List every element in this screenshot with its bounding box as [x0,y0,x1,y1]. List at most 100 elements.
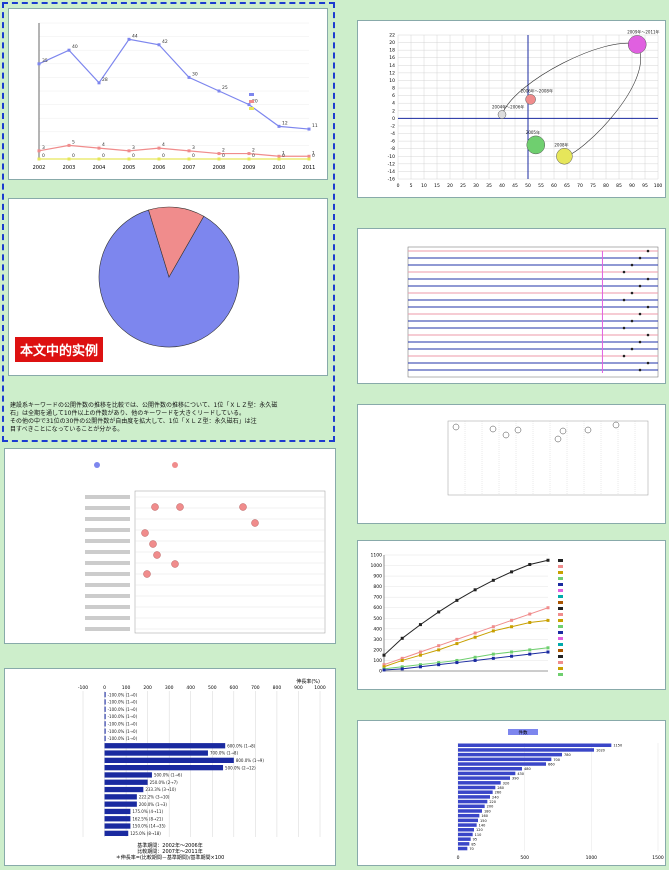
legend-swatch [249,93,254,96]
bar [104,721,106,727]
timeline-marker [646,333,650,337]
bubble-label: 2006年～2008年 [521,87,553,93]
line-chart-keyword: 2002 2003 2004 2005 2006 2007 2008 2009 2010 2011… [33,22,318,171]
data-point [37,149,41,153]
y-tick-label: 300 [373,637,382,643]
y-tick-label: 6 [392,93,395,99]
data-label: 25 [222,85,228,91]
legend-swatch [558,559,563,562]
data-label: 1 [312,150,315,156]
data-point [247,152,251,156]
data-point [418,623,422,627]
legend-swatch [558,637,563,640]
bar [104,743,226,749]
bar-label: -100.0% (1→0) [108,692,138,697]
data-point [277,157,281,161]
timeline-marker [646,249,650,253]
y-tick-label: 600 [373,605,382,611]
bar-label: 800.0% (1→9) [236,758,265,763]
bubble [141,529,149,537]
panel-ranking: 件数 0 500 1000 1500 1150 1020 780 700 660 480 430 390… [357,720,666,866]
data-label: 0 [162,153,165,159]
x-tick-label: 500 [208,685,217,691]
x-tick-label: 0 [457,855,460,861]
pie-slice [148,206,205,278]
legend-swatch [558,667,563,670]
x-tick-label: 800 [273,685,282,691]
timeline-marker [622,354,626,358]
x-tick-label: 95 [642,183,648,189]
scatter-matrix-chart [447,420,649,496]
scatter-point [452,423,460,431]
bar-label: 500.0% (1→6) [154,773,183,778]
y-tick-label: 500 [373,616,382,622]
data-point [437,644,441,648]
bar-label: 140 [479,824,486,828]
bar-label: 222.2% (3→10) [139,795,170,800]
x-tick-label: 55 [538,183,544,189]
bar-label: 70 [469,847,473,851]
bar-label: 160 [481,814,488,818]
bar [458,813,480,818]
y-tick-label: 20 [389,40,395,46]
note-line: 石」は全期を通して10件以上の件数があり、他のキーワードを大きくリードしている。 [10,410,246,417]
legend-swatch [558,583,563,586]
panel-bubble-matrix [4,448,336,644]
data-point [187,149,191,153]
x-tick-label: 2002 [33,165,46,171]
bar-label: 390 [512,777,519,781]
legend-swatch [558,589,563,592]
x-tick-label: 70 [577,183,583,189]
data-label: 3 [132,145,135,151]
data-point [67,157,71,161]
data-point [473,658,477,662]
bubble [526,135,546,155]
bubble [239,503,247,511]
bar [104,823,131,829]
legend-swatch [94,462,100,468]
data-label: 0 [252,153,255,159]
bar [104,713,106,720]
legend-swatch [558,673,563,676]
data-point [510,625,514,629]
x-tick-label: 2007 [183,165,196,171]
panel-scatter-matrix [357,404,666,524]
bar [104,801,137,807]
data-point [247,103,251,107]
data-point [157,157,161,161]
data-point [491,652,495,656]
series-line [383,607,549,666]
pie-slice [98,209,240,348]
bar [104,728,106,734]
data-point [510,654,514,658]
x-tick-label: 90 [629,183,635,189]
bar [458,771,516,776]
legend-swatch [558,661,563,664]
data-label: 5 [72,139,75,145]
series-line [38,38,310,130]
bar-label: 150 [480,819,487,823]
data-label: 2 [252,148,255,154]
bar [104,794,137,800]
data-point [127,149,131,153]
data-label: 4 [102,142,105,148]
footer-text: 比較期間：2007年～2011年 [137,848,202,855]
x-tick-label: 15 [434,183,440,189]
bar [104,786,144,793]
data-point [157,43,161,47]
data-point [491,629,495,633]
timeline-marker [630,319,634,323]
row-label-bar [85,627,130,631]
x-tick-label: 900 [294,685,303,691]
bar-label: 780 [564,753,571,757]
y-tick-label: 16 [389,55,395,61]
data-point [528,620,532,624]
data-point [67,143,71,147]
timeline-marker [646,305,650,309]
x-tick-label: 85 [616,183,622,189]
bar [104,706,106,712]
description-text: 建設系キーワードの公開件数の推移を比較では、公開件数の推移について、1位「ＸＬＺ… [10,402,330,434]
data-point [37,62,41,66]
x-tick-label: 2008 [213,165,226,171]
growth-rate-bar-chart: 伸長率(%) -100 0 100 200 300 400 500 600 700 800 900 10… [78,678,326,861]
